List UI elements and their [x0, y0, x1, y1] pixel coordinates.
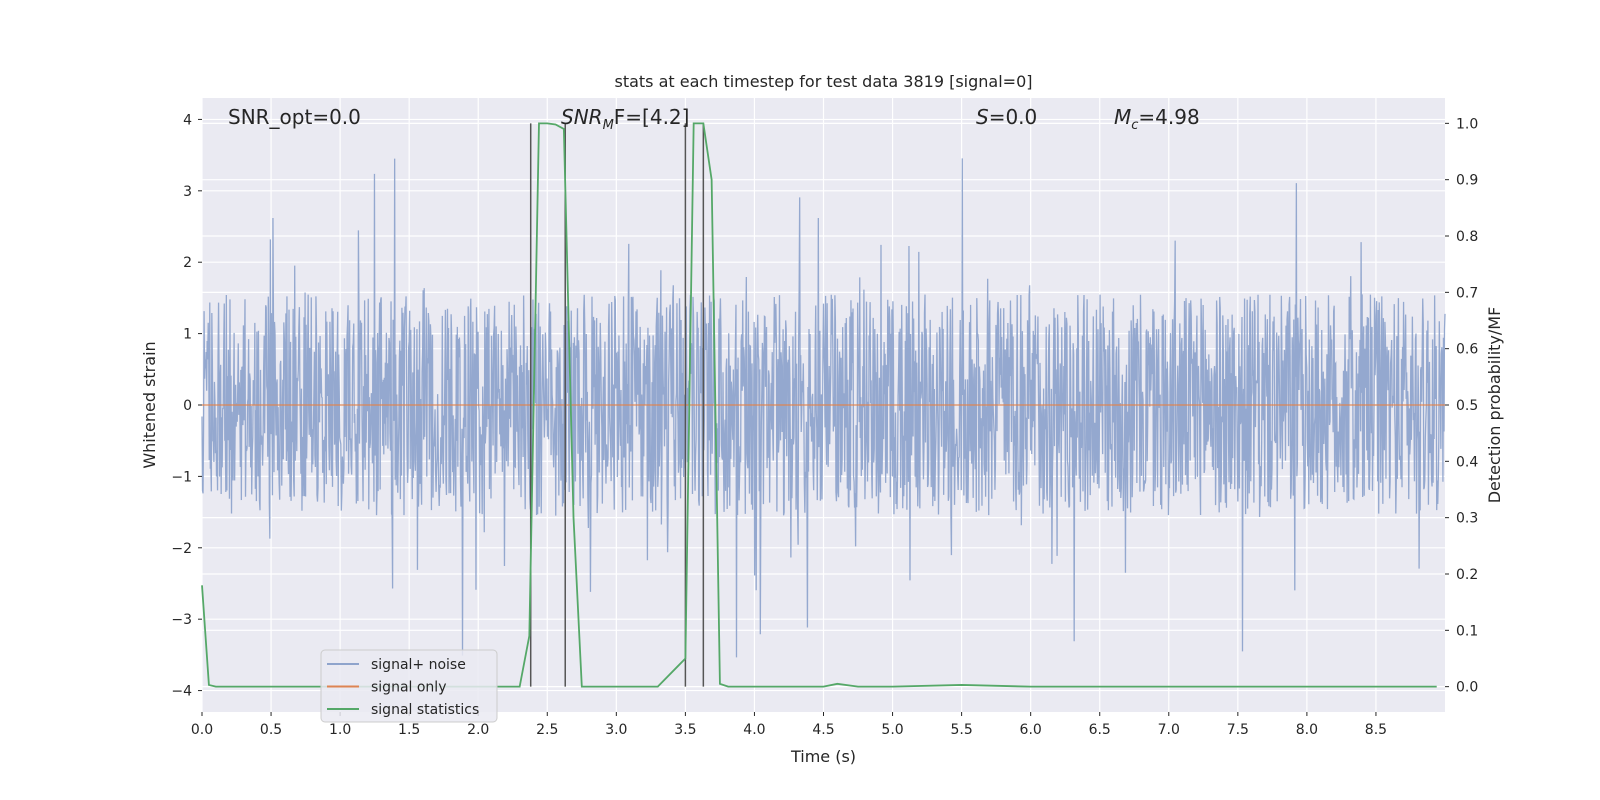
annotation-mc-rest: =4.98: [1138, 105, 1199, 129]
y2-tick-label: 0.0: [1456, 680, 1478, 696]
signal-noise-line: [201, 158, 1446, 658]
y-tick-label: 0: [183, 398, 192, 414]
annotation-snr-mf-rest: F=[4.2]: [614, 105, 690, 129]
annotation-s: S=0.0: [976, 105, 1037, 129]
y-tick-label: 1: [183, 327, 192, 343]
annotation-mc-sub: c: [1131, 118, 1138, 133]
x-tick-label: 6.0: [1020, 722, 1042, 738]
x-tick-label: 3.0: [605, 722, 627, 738]
x-axis-label: Time (s): [790, 747, 856, 766]
y-tick-label: 3: [183, 184, 192, 200]
x-tick-label: 2.0: [467, 722, 489, 738]
annotation-snr-opt: SNR_opt=0.0: [228, 105, 361, 129]
y-tick-label: −1: [171, 469, 192, 485]
annotation-snr-mf: SNRMF=[4.2]: [561, 105, 689, 133]
x-tick-label: 6.5: [1089, 722, 1111, 738]
y2-tick-label: 0.2: [1456, 567, 1478, 583]
annotation-mc-main: M: [1114, 105, 1131, 129]
x-tick-label: 1.5: [398, 722, 420, 738]
x-tick-label: 8.5: [1365, 722, 1387, 738]
legend-label-signal-noise: signal+ noise: [371, 657, 466, 673]
y2-tick-label: 0.7: [1456, 285, 1478, 301]
y2-tick-label: 0.8: [1456, 229, 1478, 245]
legend: signal+ noise signal only signal statist…: [320, 649, 498, 723]
x-tick-label: 8.0: [1296, 722, 1318, 738]
chart-title: stats at each timestep for test data 381…: [614, 72, 1032, 91]
y2-tick-label: 0.1: [1456, 623, 1478, 639]
legend-label-signal-statistics: signal statistics: [371, 702, 479, 718]
x-tick-label: 0.0: [191, 722, 213, 738]
signal-statistics-line: [201, 122, 1437, 688]
x-tick-label: 3.5: [674, 722, 696, 738]
y-tick-label: −4: [171, 684, 192, 700]
y-axis-label: Whitened strain: [140, 341, 159, 468]
x-tick-label: 4.0: [743, 722, 765, 738]
x-tick-label: 7.0: [1158, 722, 1180, 738]
y2-axis-label: Detection probability/MF: [1485, 307, 1504, 504]
annotation-snr-mf-sub: M: [603, 118, 614, 133]
annotation-mc: Mc=4.98: [1114, 105, 1200, 133]
annotation-s-main: S: [976, 105, 989, 129]
x-tick-label: 2.5: [536, 722, 558, 738]
y2-tick-label: 0.6: [1456, 342, 1478, 358]
x-tick-label: 5.0: [881, 722, 903, 738]
legend-box: [320, 649, 498, 723]
y-tick-label: −3: [171, 612, 192, 628]
y-tick-label: −2: [171, 541, 192, 557]
y2-tick-label: 0.3: [1456, 511, 1478, 527]
x-tick-label: 0.5: [260, 722, 282, 738]
y-tick-label: 4: [183, 112, 192, 128]
y-tick-label: 2: [183, 255, 192, 271]
x-tick-label: 7.5: [1227, 722, 1249, 738]
axis-ticks: 0.0 0.5 1.0 1.5 2.0 2.5 3.0 3.5 4.0 4.5 5.0 5.5 6.0 6…: [171, 112, 1478, 738]
series-signal-noise: [201, 158, 1446, 658]
x-tick-label: 1.0: [329, 722, 351, 738]
y2-tick-label: 0.5: [1456, 398, 1478, 414]
series-lines: [201, 122, 1445, 688]
y2-tick-label: 0.9: [1456, 173, 1478, 189]
annotation-s-rest: =0.0: [989, 105, 1038, 129]
y2-tick-label: 0.4: [1456, 454, 1478, 470]
x-tick-label: 4.5: [812, 722, 834, 738]
x-tick-label: 5.5: [950, 722, 972, 738]
legend-label-signal-only: signal only: [371, 680, 446, 696]
y2-tick-label: 1.0: [1456, 116, 1478, 132]
annotation-snr-mf-main: SNR: [561, 105, 603, 129]
